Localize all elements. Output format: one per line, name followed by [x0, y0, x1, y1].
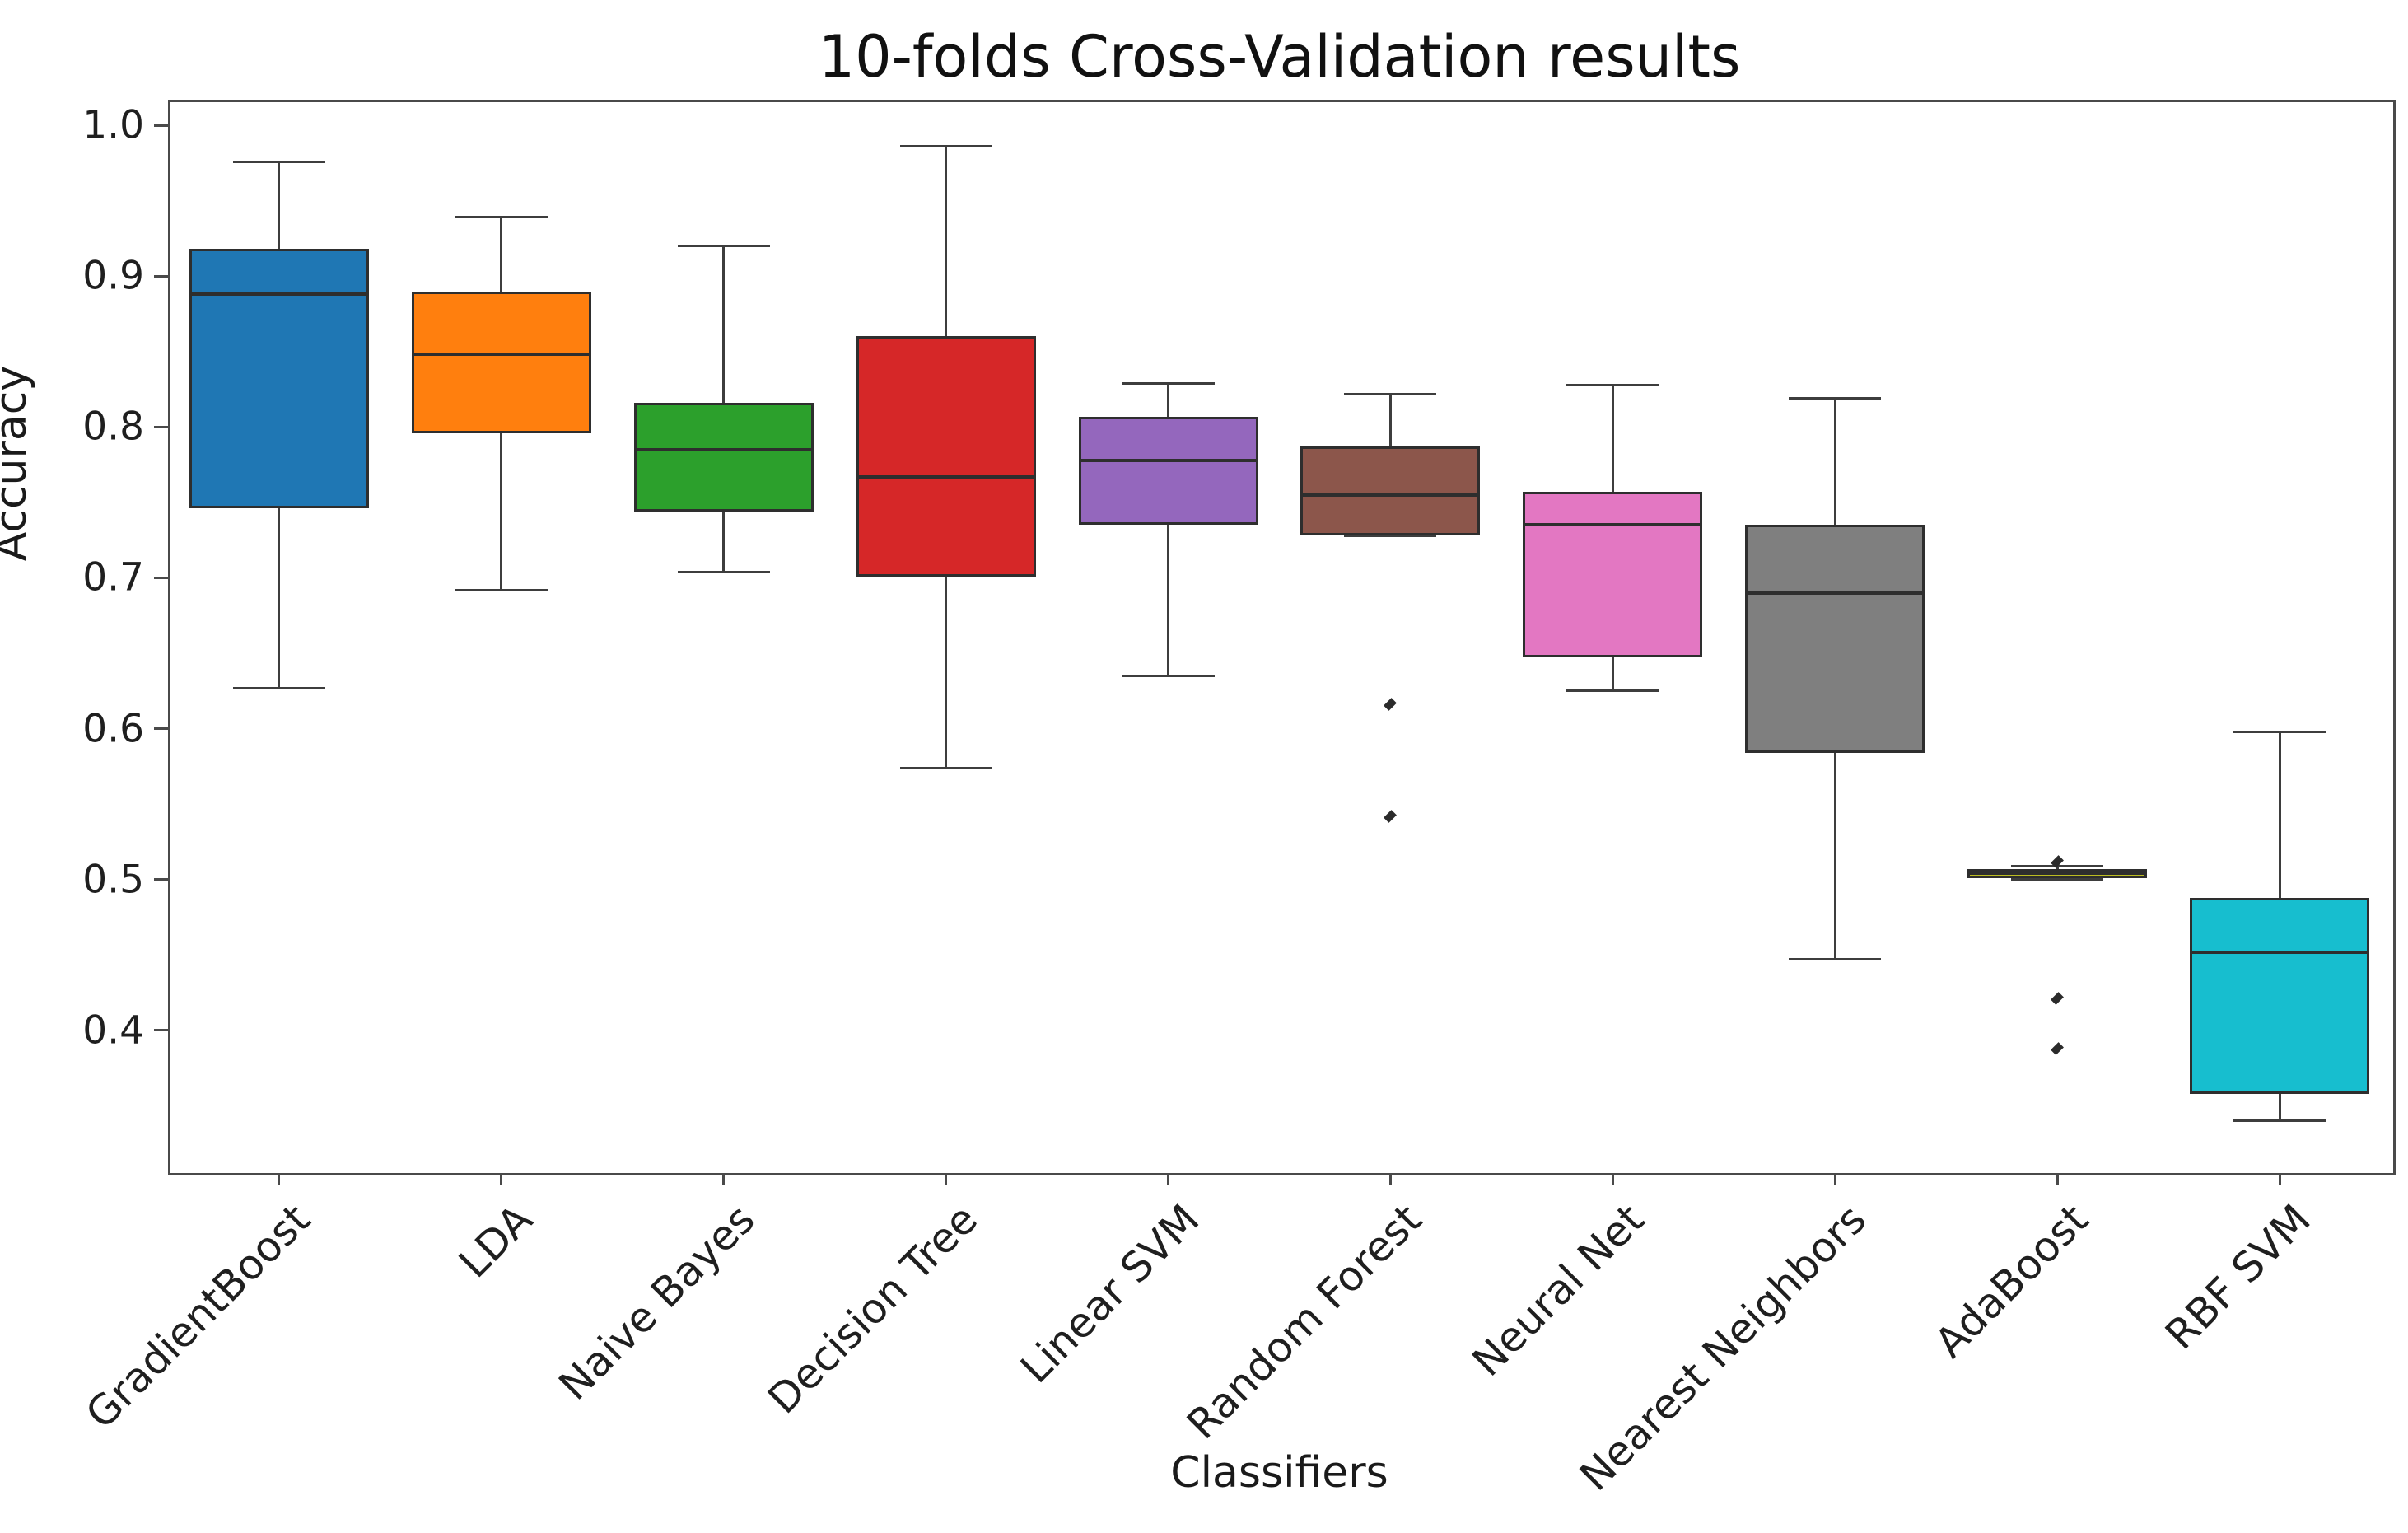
x-tick-mark-linear-svm [1167, 1173, 1170, 1185]
whisker-cap-bottom-neural-net [1566, 689, 1659, 693]
whisker-upper-rbf-svm [2278, 731, 2281, 898]
whisker-cap-top-naive-bayes [677, 245, 770, 248]
x-tick-label-random-forest: Random Forest [1178, 1195, 1431, 1449]
whisker-upper-random-forest [1388, 394, 1392, 447]
whisker-upper-neural-net [1611, 385, 1614, 493]
x-tick-mark-decision-tree [945, 1173, 948, 1185]
x-tick-label-decision-tree: Decision Tree [758, 1195, 987, 1423]
y-tick-mark-0.5 [154, 878, 168, 881]
whisker-cap-bottom-random-forest [1344, 534, 1437, 537]
median-adaboost [1970, 872, 2145, 876]
box-gradientboost [189, 249, 369, 509]
y-tick-label-0.4: 0.4 [82, 1007, 144, 1054]
y-tick-mark-0.8 [154, 425, 168, 428]
x-tick-mark-random-forest [1388, 1173, 1392, 1185]
plot-area [168, 100, 2396, 1175]
y-tick-label-0.7: 0.7 [82, 554, 144, 601]
x-axis-label: Classifiers [1170, 1448, 1388, 1498]
whisker-cap-top-lda [455, 216, 548, 219]
whisker-lower-neural-net [1611, 657, 1614, 691]
whisker-cap-top-linear-svm [1122, 381, 1215, 385]
y-tick-mark-0.6 [154, 727, 168, 731]
median-nearest-neighbors [1748, 591, 1923, 595]
whisker-upper-linear-svm [1167, 383, 1170, 417]
x-tick-label-lda: LDA [450, 1195, 542, 1288]
x-tick-mark-adaboost [2056, 1173, 2059, 1185]
median-neural-net [1525, 523, 1701, 527]
whisker-cap-top-gradientboost [232, 160, 325, 163]
box-random-forest [1300, 446, 1481, 536]
whisker-lower-nearest-neighbors [1833, 752, 1836, 960]
whisker-cap-bottom-gradientboost [232, 686, 325, 689]
whisker-lower-lda [500, 432, 503, 591]
median-gradientboost [191, 292, 366, 297]
x-tick-mark-rbf-svm [2278, 1173, 2281, 1185]
whisker-upper-decision-tree [945, 146, 948, 337]
whisker-lower-decision-tree [945, 576, 948, 769]
median-random-forest [1303, 493, 1478, 497]
whisker-lower-linear-svm [1167, 525, 1170, 676]
y-tick-label-1.0: 1.0 [82, 102, 144, 148]
whisker-lower-naive-bayes [722, 511, 726, 573]
y-tick-mark-1.0 [154, 124, 168, 127]
whisker-cap-top-rbf-svm [2233, 730, 2326, 733]
y-tick-label-0.9: 0.9 [82, 253, 144, 299]
whisker-lower-gradientboost [278, 508, 281, 689]
box-neural-net [1523, 492, 1703, 658]
whisker-lower-rbf-svm [2278, 1093, 2281, 1121]
whisker-cap-top-neural-net [1566, 383, 1659, 386]
y-tick-label-0.5: 0.5 [82, 857, 144, 903]
whisker-upper-naive-bayes [722, 245, 726, 404]
x-tick-label-rbf-svm: RBF SVM [2156, 1195, 2321, 1359]
x-tick-mark-lda [500, 1173, 503, 1185]
chart-title: 10-folds Cross-Validation results [818, 23, 1741, 91]
x-tick-label-gradientboost: GradientBoost [77, 1195, 320, 1438]
box-decision-tree [856, 336, 1036, 577]
y-tick-label-0.8: 0.8 [82, 404, 144, 450]
box-rbf-svm [2190, 897, 2370, 1094]
y-tick-mark-0.9 [154, 274, 168, 278]
whisker-cap-top-decision-tree [899, 145, 992, 148]
x-tick-label-linear-svm: Linear SVM [1011, 1195, 1209, 1393]
box-nearest-neighbors [1745, 525, 1925, 753]
y-axis-label: Accuracy [0, 365, 36, 562]
x-tick-mark-gradientboost [278, 1173, 281, 1185]
x-tick-label-naive-bayes: Naive Bayes [549, 1195, 764, 1409]
y-tick-mark-0.7 [154, 576, 168, 579]
whisker-cap-bottom-rbf-svm [2233, 1119, 2326, 1123]
whisker-upper-nearest-neighbors [1833, 398, 1836, 526]
whisker-cap-top-nearest-neighbors [1789, 397, 1882, 400]
median-lda [413, 353, 589, 357]
whisker-cap-bottom-decision-tree [899, 766, 992, 769]
whisker-upper-lda [500, 217, 503, 292]
whisker-upper-adaboost [2056, 866, 2059, 869]
x-tick-label-neural-net: Neural Net [1463, 1195, 1654, 1386]
whisker-cap-bottom-nearest-neighbors [1789, 958, 1882, 961]
y-tick-label-0.6: 0.6 [82, 706, 144, 752]
median-linear-svm [1080, 458, 1256, 462]
box-linear-svm [1078, 416, 1258, 526]
median-rbf-svm [2192, 950, 2368, 954]
x-tick-mark-naive-bayes [722, 1173, 726, 1185]
whisker-cap-bottom-naive-bayes [677, 570, 770, 573]
median-decision-tree [858, 474, 1034, 479]
whisker-cap-top-random-forest [1344, 392, 1437, 395]
whisker-upper-gradientboost [278, 161, 281, 250]
median-naive-bayes [636, 447, 811, 451]
y-tick-mark-0.4 [154, 1029, 168, 1032]
whisker-cap-bottom-lda [455, 588, 548, 591]
box-naive-bayes [633, 403, 814, 512]
whisker-cap-bottom-adaboost [2011, 878, 2104, 881]
x-tick-mark-neural-net [1611, 1173, 1614, 1185]
whisker-cap-bottom-linear-svm [1122, 674, 1215, 677]
x-tick-mark-nearest-neighbors [1833, 1173, 1836, 1185]
box-lda [411, 291, 591, 433]
x-tick-label-adaboost: AdaBoost [1925, 1195, 2098, 1367]
